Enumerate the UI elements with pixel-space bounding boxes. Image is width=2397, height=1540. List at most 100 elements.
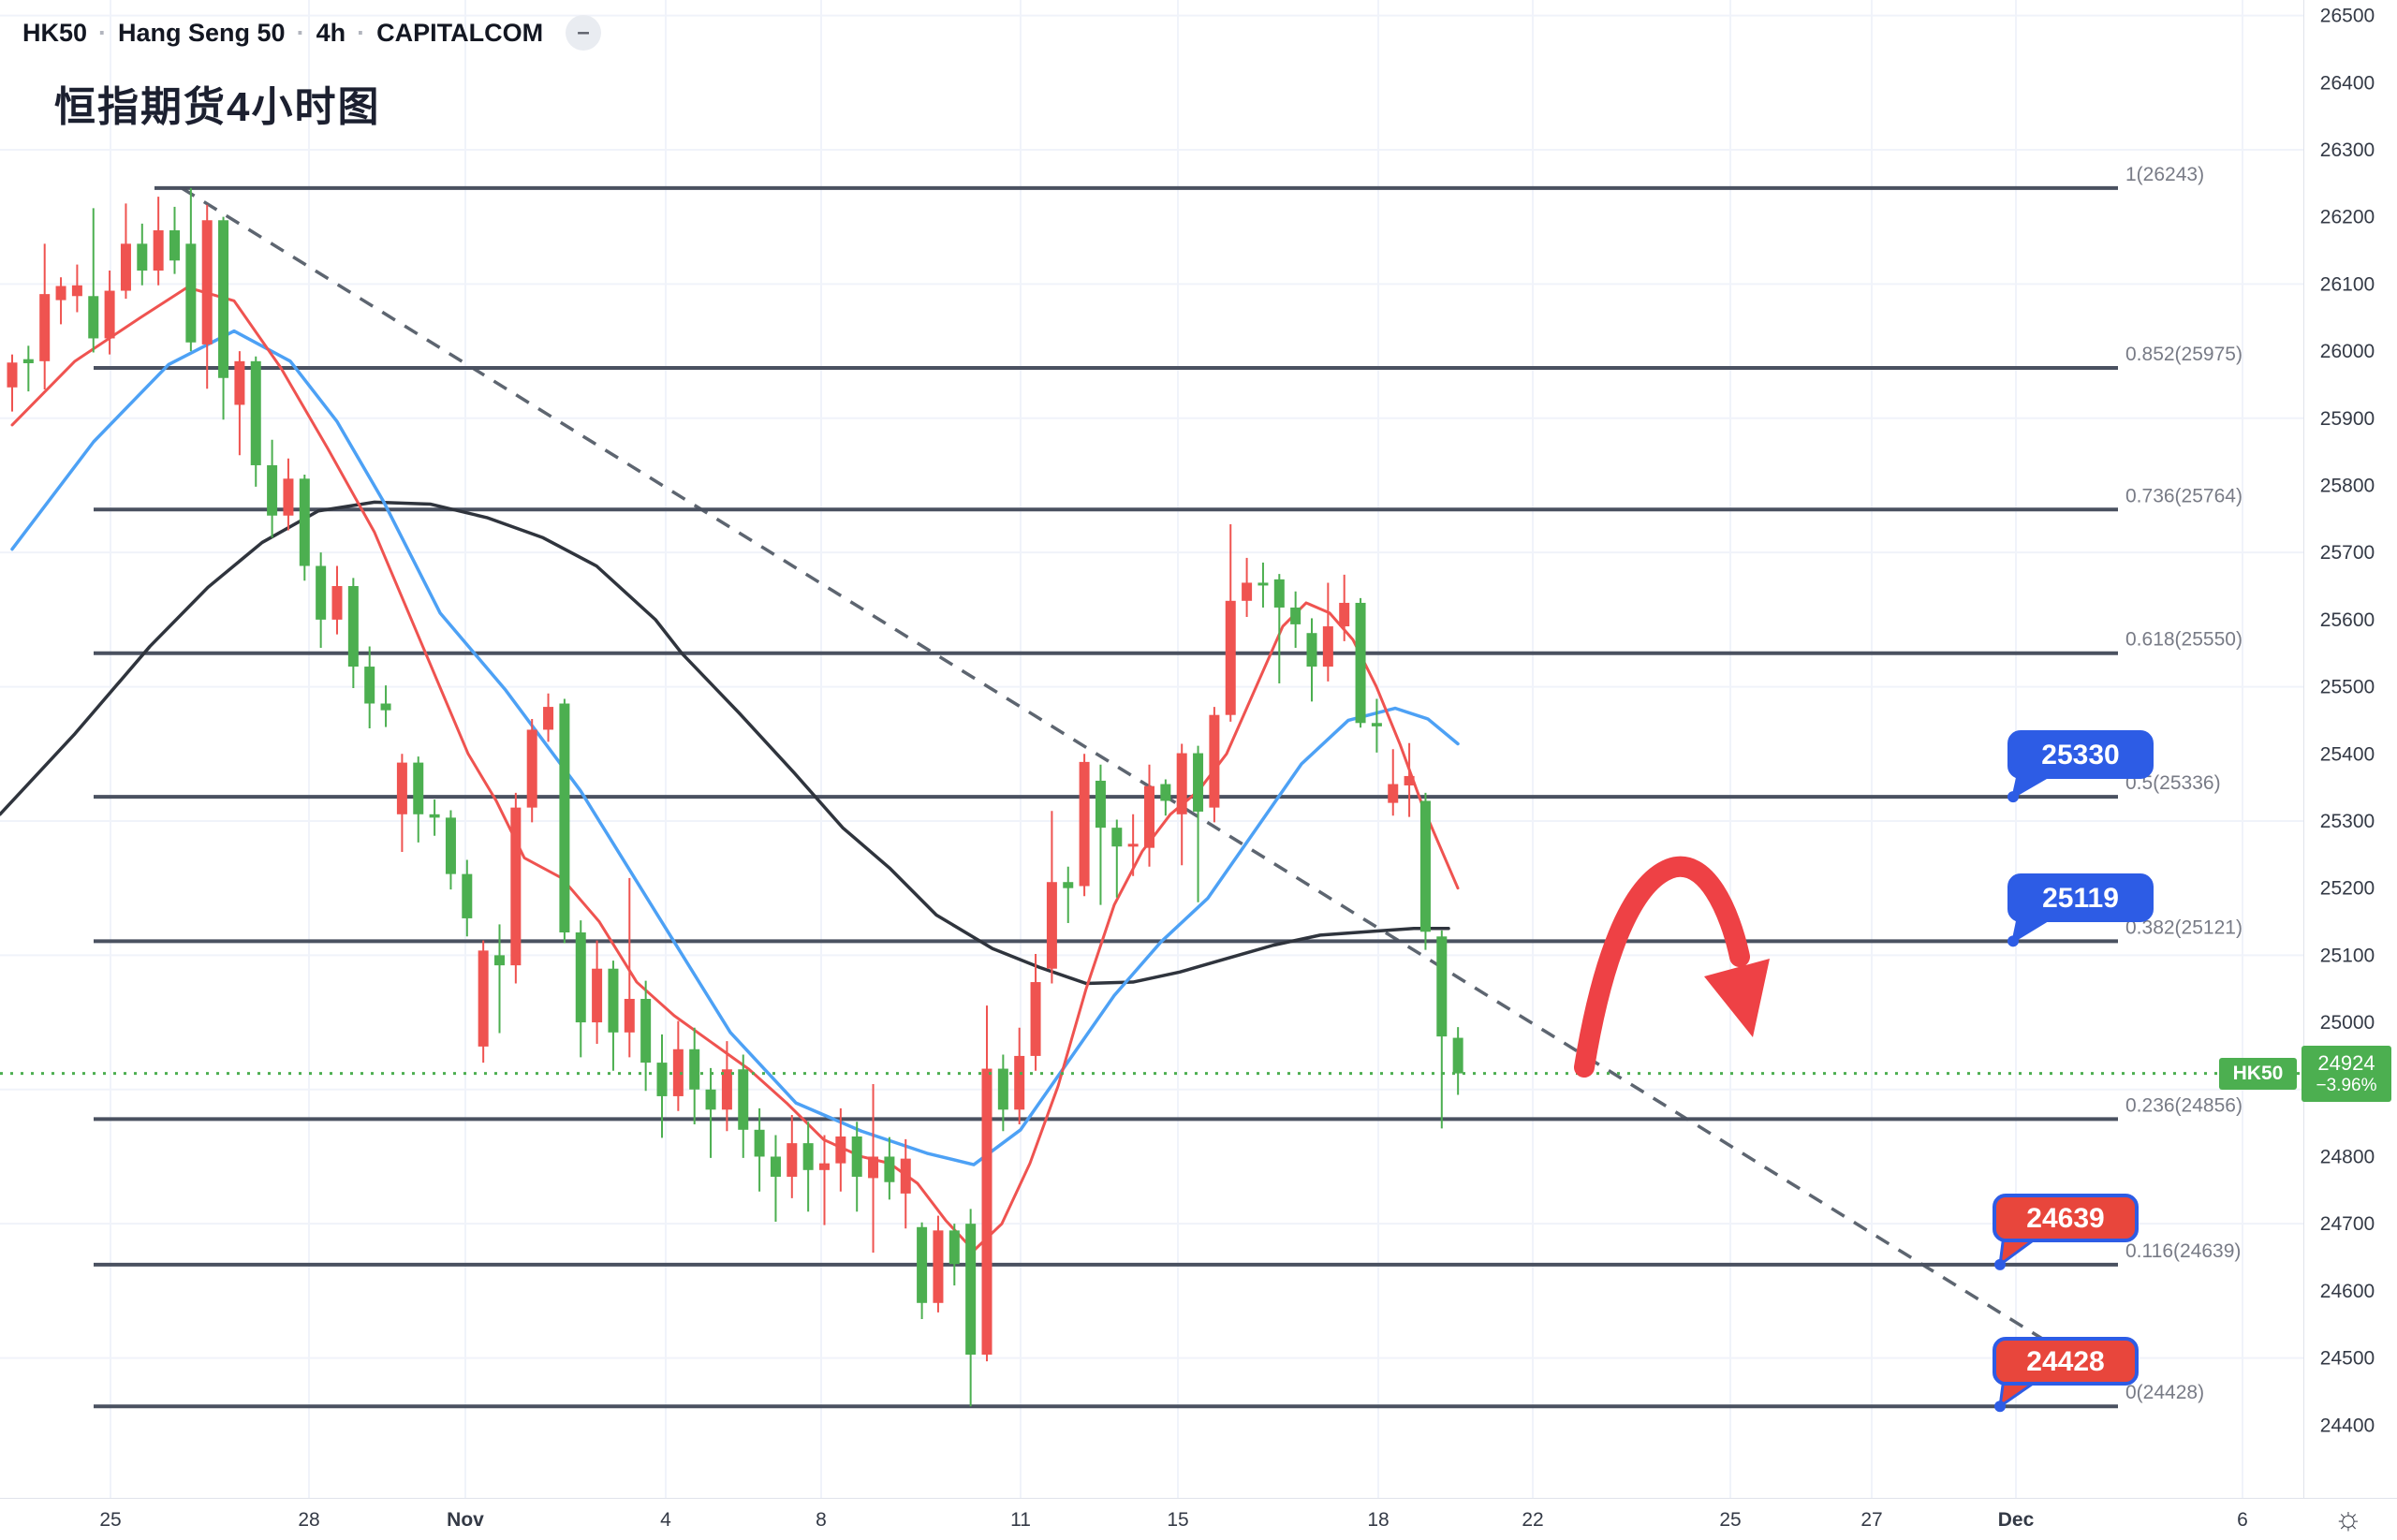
candle-body [234, 360, 245, 405]
candle-body [1371, 723, 1382, 726]
candle-body [1176, 753, 1187, 814]
interval-label[interactable]: 4h [316, 18, 346, 47]
candle-body [1144, 785, 1154, 848]
candle-body [299, 478, 310, 566]
price-axis-label: 25200 [2320, 878, 2375, 900]
candle-body [283, 478, 294, 516]
candle-body [39, 294, 51, 361]
candle-body [575, 931, 586, 1023]
candle-body [120, 243, 131, 291]
price-axis-label: 26200 [2320, 207, 2375, 228]
moving-average-fast [10, 286, 1460, 1253]
candle-body [526, 729, 537, 808]
candle-body [997, 1068, 1008, 1110]
candle-body [754, 1129, 765, 1157]
candle-body [494, 955, 505, 966]
price-axis-label: 25700 [2320, 542, 2375, 564]
last-price-change: −3.96% [2316, 1075, 2377, 1095]
candle-body [884, 1156, 895, 1182]
time-axis-label: 18 [1367, 1509, 1389, 1531]
price-axis-label: 26500 [2320, 6, 2375, 27]
fib-level-label: 0.236(24856) [2125, 1094, 2243, 1116]
time-axis-label: 22 [1522, 1509, 1543, 1531]
header-separator: · [296, 18, 305, 47]
candle-body [640, 998, 652, 1063]
candle-body [624, 998, 635, 1033]
price-bubble [2007, 730, 2154, 779]
candle-body [543, 707, 554, 730]
candle-body [1339, 602, 1350, 627]
candle-body [672, 1049, 684, 1096]
candle-body [1306, 633, 1317, 667]
price-axis-label: 26400 [2320, 72, 2375, 94]
candle-body [1030, 982, 1041, 1056]
candle-body [1290, 607, 1301, 624]
candle-body [380, 703, 391, 711]
candle-body [559, 703, 570, 932]
fib-level-label: 0.618(25550) [2125, 629, 2243, 651]
candle-body [1014, 1055, 1025, 1110]
price-axis-label: 26300 [2320, 139, 2375, 161]
price-bubble-anchor-dot [2007, 935, 2019, 947]
candle-body [55, 286, 66, 301]
candle-body [1225, 600, 1236, 715]
candle-body [787, 1143, 798, 1177]
candle-body [802, 1143, 814, 1170]
last-price-tag[interactable]: 24924 −3.96% [2301, 1046, 2391, 1102]
price-bubble-text: 25119 [2042, 883, 2119, 914]
candle-body [1046, 882, 1057, 969]
candle-body [347, 586, 359, 667]
price-bubble [2007, 873, 2154, 922]
candle-body [900, 1158, 911, 1194]
time-axis-label: 28 [298, 1509, 319, 1531]
time-axis-label: 25 [99, 1509, 121, 1531]
price-bubble-text: 25330 [2041, 740, 2119, 770]
price-axis-label: 24700 [2320, 1213, 2375, 1235]
collapse-legend-button[interactable]: – [566, 15, 602, 51]
candle-body [462, 873, 473, 918]
price-axis-label: 25100 [2320, 945, 2375, 966]
price-axis-label: 25600 [2320, 609, 2375, 631]
candle-body [1388, 784, 1399, 803]
price-bubble-anchor-dot [1994, 1258, 2006, 1270]
last-price-value: 24924 [2317, 1051, 2375, 1076]
price-axis-label: 26100 [2320, 273, 2375, 295]
symbol-header[interactable]: HK50 · Hang Seng 50 · 4h · CAPITALCOM – [22, 15, 602, 51]
drawn-arrow-head [1704, 959, 1770, 1037]
price-bubble-text: 24428 [2026, 1346, 2104, 1377]
candle-body [835, 1136, 846, 1164]
theme-toggle-icon[interactable]: ☼ [2333, 1500, 2363, 1536]
time-axis-label: 11 [1010, 1509, 1031, 1531]
candle-body [868, 1156, 879, 1179]
candle-body [1436, 936, 1448, 1037]
price-axis-label: 25300 [2320, 811, 2375, 832]
fib-level-label: 0.5(25336) [2125, 772, 2221, 794]
exchange-label[interactable]: CAPITALCOM [376, 18, 544, 47]
candle-body [445, 817, 456, 874]
candle-body [1242, 582, 1253, 601]
candle-body [7, 362, 18, 388]
candle-body [510, 807, 522, 966]
candle-body [705, 1089, 716, 1110]
symbol-name[interactable]: HK50 [22, 18, 88, 47]
fib-level-label: 0.736(25764) [2125, 485, 2243, 506]
symbol-description[interactable]: Hang Seng 50 [118, 18, 286, 47]
candle-body [1273, 579, 1285, 608]
price-axis-label: 25000 [2320, 1012, 2375, 1034]
price-line-symbol-tag: HK50 [2219, 1058, 2297, 1090]
candle-body [218, 220, 229, 378]
time-axis-label: 4 [660, 1509, 671, 1531]
price-axis-label: 24600 [2320, 1281, 2375, 1302]
candle-body [656, 1063, 668, 1096]
candle-body [137, 243, 148, 271]
candle-body [201, 220, 213, 345]
candle-body [1063, 882, 1074, 888]
fib-level-label: 1(26243) [2125, 164, 2204, 185]
price-axis-label: 24800 [2320, 1146, 2375, 1167]
candle-body [104, 290, 115, 339]
candle-body [608, 968, 619, 1033]
candle-body [917, 1226, 928, 1303]
price-bubble-anchor-dot [1994, 1401, 2006, 1413]
